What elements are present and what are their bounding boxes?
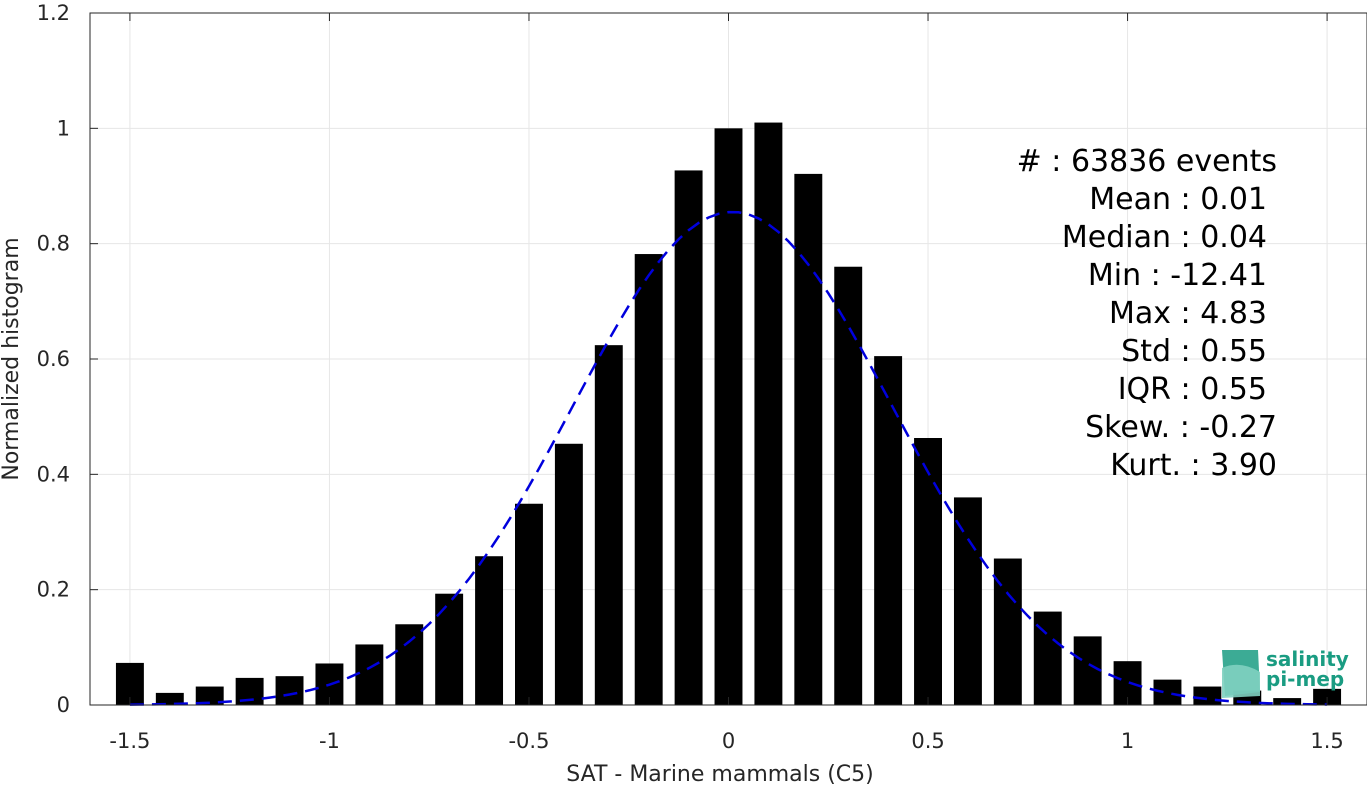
histogram-bar [834,266,863,705]
histogram-bar [435,593,464,705]
x-tick-label: 0 [722,729,735,753]
gaussian-fit-curve [129,210,1328,706]
histogram-bar [674,170,703,705]
logo-line2: pi-mep [1266,667,1344,691]
histogram-bar [794,173,823,705]
y-tick-label: 0 [57,693,70,717]
x-tick-labels: -1.5 -1 -0.5 0 0.5 1 1.5 [109,729,1343,753]
y-tick-label: 0.8 [37,232,70,256]
histogram-bar [1193,686,1222,705]
histogram-bar [195,686,224,705]
x-tick-label: -1.5 [109,729,150,753]
histogram-bar [275,676,304,705]
stat-line: Mean : 0.01 [1089,182,1267,217]
histogram-bar [754,122,783,706]
y-tick-label: 1 [57,116,70,140]
stat-line: # : 63836 events [1017,144,1277,179]
y-tick-label: 1.2 [37,1,70,25]
histogram-bar [515,503,543,705]
histogram-bar [953,497,982,705]
x-axis-label: SAT - Marine mammals (C5) [566,762,874,785]
stat-line: Skew. : -0.27 [1085,410,1277,445]
y-tick-label: 0.2 [37,578,70,602]
axis-ticks [90,12,1328,706]
histogram-bar [1073,636,1102,705]
x-tick-label: 1.5 [1310,729,1343,753]
logo-wave-icon-light [1222,664,1260,698]
y-tick-label: 0.4 [37,462,70,486]
x-tick-label: 1 [1121,729,1134,753]
stat-line: Kurt. : 3.90 [1110,448,1277,483]
histogram-bar [1153,679,1182,705]
histogram-bar [1313,688,1342,705]
stat-line: Median : 0.04 [1062,220,1267,255]
x-tick-label: -0.5 [508,729,549,753]
histogram-bar [634,254,663,705]
stat-line: Std : 0.55 [1121,334,1267,369]
histogram-bar [355,644,384,705]
histogram-bars [115,122,1342,706]
x-tick-label: -1 [319,729,340,753]
salinity-pi-mep-logo: salinity pi-mep [1222,647,1349,698]
stat-line: Max : 4.83 [1109,296,1267,331]
stat-line: Min : -12.41 [1088,258,1267,293]
histogram-bar [475,556,504,705]
histogram-bar [594,345,623,705]
histogram-bar [914,438,942,705]
histogram-bar [395,624,424,705]
y-tick-labels: 0 0.2 0.4 0.6 0.8 1 1.2 [37,1,70,717]
x-tick-label: 0.5 [911,729,944,753]
histogram-bar [554,443,583,705]
histogram-bar [1273,698,1302,705]
y-tick-label: 0.6 [37,347,70,371]
stat-line: IQR : 0.55 [1118,372,1267,407]
y-axis-label: Normalized histogram [0,237,24,480]
logo-line1: salinity [1266,647,1349,671]
histogram-bar [155,692,184,705]
histogram-bar [714,128,743,706]
histogram-bar [874,356,903,705]
